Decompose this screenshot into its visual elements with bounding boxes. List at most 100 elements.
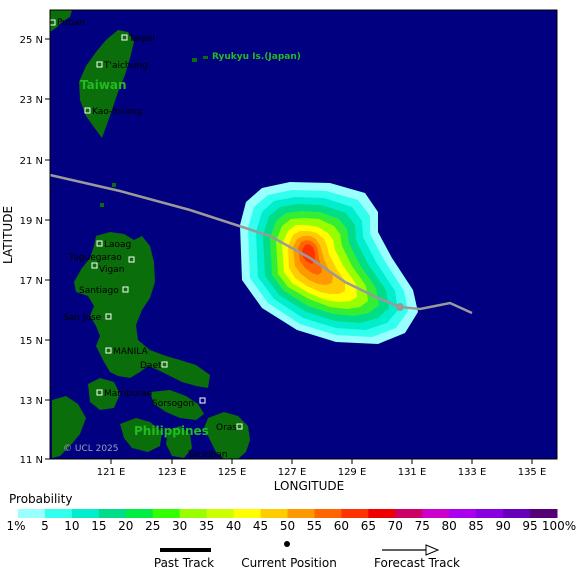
city-marker-laoag <box>96 240 103 247</box>
current-position-legend-marker <box>284 541 290 547</box>
lon-tick-label: 127 E <box>278 467 307 478</box>
city-marker-santiago <box>122 286 129 293</box>
city-marker-manila <box>105 347 112 354</box>
region-label-taiwan: Taiwan <box>80 78 127 92</box>
probability-legend-swatches <box>18 509 558 518</box>
probability-legend-swatch <box>530 509 558 518</box>
probability-legend-swatch <box>395 509 423 518</box>
city-label-daet: Daet <box>140 361 162 371</box>
probability-legend-label: 15 <box>91 519 106 533</box>
lat-tick-label: 21 N <box>20 156 43 167</box>
probability-legend-label: 10 <box>64 519 79 533</box>
masbate-island <box>150 390 204 420</box>
city-label-manila: MANILA <box>113 347 149 357</box>
probability-legend-swatch <box>179 509 208 518</box>
city-marker-taipei <box>121 34 128 41</box>
taiwan-island <box>79 30 134 138</box>
city-marker-mamburao <box>96 389 103 396</box>
probability-legend-swatch <box>314 509 342 518</box>
lon-tick-label: 125 E <box>218 467 247 478</box>
probability-legend-label: 60 <box>334 519 349 533</box>
babuyan-islet <box>100 203 104 207</box>
lon-tick-label: 131 E <box>398 467 427 478</box>
probability-legend-swatch <box>44 509 73 518</box>
probability-legend-title: Probability <box>9 492 72 506</box>
city-marker-daet <box>161 361 168 368</box>
city-marker-taichung <box>96 61 103 68</box>
city-label-tuguegarao: Tuguegarao <box>68 253 122 263</box>
city-label-kaohsiung: Kao-hsiung <box>92 107 142 117</box>
palawan-island <box>52 396 86 458</box>
lat-tick-label: 23 N <box>20 95 43 106</box>
probability-legend-swatch <box>71 509 100 518</box>
x-axis-title: LONGITUDE <box>274 479 344 493</box>
probability-legend-label: 80 <box>442 519 457 533</box>
batanes-islet <box>112 183 116 187</box>
city-marker-oras <box>236 423 243 430</box>
city-label-putian: Putian <box>57 18 85 28</box>
probability-legend-label: 85 <box>469 519 484 533</box>
city-marker-san-jose <box>105 313 112 320</box>
region-label-ryukyu: Ryukyu Is.(Japan) <box>212 52 301 62</box>
probability-legend-label: 40 <box>226 519 241 533</box>
probability-legend-label: 75 <box>415 519 430 533</box>
probability-legend-swatch <box>125 509 154 518</box>
map-frame <box>49 9 558 460</box>
lon-tick-label: 121 E <box>97 467 126 478</box>
probability-legend-label: 55 <box>307 519 322 533</box>
city-label-vigan: Vigan <box>99 265 124 275</box>
probability-legend-label: 30 <box>172 519 187 533</box>
y-axis-title: LATITUDE <box>1 206 15 264</box>
latitude-ticks <box>45 38 50 460</box>
city-label-san-jose: San Jose <box>63 313 102 323</box>
probability-legend-label: 50 <box>280 519 295 533</box>
city-label-sorsogon: Sorsogon <box>152 399 194 409</box>
probability-legend-swatch <box>98 509 127 518</box>
lat-tick-label: 17 N <box>20 276 43 287</box>
lat-tick-label: 11 N <box>20 455 43 466</box>
copyright-text: © UCL 2025 <box>63 444 119 454</box>
current-position-legend-label: Current Position <box>241 556 337 570</box>
city-label-mamburao: Mamburao <box>104 389 153 399</box>
probability-legend-label: 95 <box>522 519 537 533</box>
lon-tick-label: 135 E <box>518 467 547 478</box>
probability-legend-label: 90 <box>495 519 510 533</box>
city-marker-tuguegarao <box>128 256 135 263</box>
probability-legend-swatch <box>206 509 235 518</box>
city-marker-sorsogon <box>199 397 206 404</box>
probability-legend-label: 1% <box>6 519 25 533</box>
probability-legend-swatch <box>287 509 315 518</box>
china-coast <box>50 10 72 32</box>
probability-legend-label: 35 <box>199 519 214 533</box>
city-label-santiago: Santiago <box>79 286 119 296</box>
probability-legend-swatch <box>18 509 46 518</box>
city-marker-tacloban <box>231 463 238 470</box>
cebu-island <box>166 426 192 458</box>
panay-island <box>120 418 162 452</box>
region-label-philippines: Philippines <box>134 424 209 438</box>
city-label-laoag: Laoag <box>104 240 131 250</box>
storm-track-line <box>49 173 473 315</box>
probability-legend-label: 20 <box>118 519 133 533</box>
lat-tick-label: 13 N <box>20 396 43 407</box>
probability-legend-label: 70 <box>388 519 403 533</box>
probability-legend-swatch <box>449 509 477 518</box>
ryukyu-islet <box>192 58 197 62</box>
city-label-tacloban: Tacloban <box>187 450 227 460</box>
lat-tick-label: 25 N <box>20 35 43 46</box>
lon-tick-label: 133 E <box>458 467 487 478</box>
probability-legend-swatch <box>152 509 181 518</box>
probability-legend-swatch <box>260 509 288 518</box>
forecast-track-arrow-icon <box>425 544 440 556</box>
probability-legend-label: 5 <box>41 519 49 533</box>
probability-legend-swatch <box>503 509 531 518</box>
probability-legend-label: 45 <box>253 519 268 533</box>
probability-legend-label: 25 <box>145 519 160 533</box>
lon-tick-label: 123 E <box>158 467 187 478</box>
city-label-taipei: Taipei <box>128 34 155 44</box>
luzon-island <box>74 232 210 388</box>
lon-tick-label: 129 E <box>338 467 367 478</box>
probability-legend-swatch <box>368 509 396 518</box>
longitude-ticks <box>110 459 533 464</box>
